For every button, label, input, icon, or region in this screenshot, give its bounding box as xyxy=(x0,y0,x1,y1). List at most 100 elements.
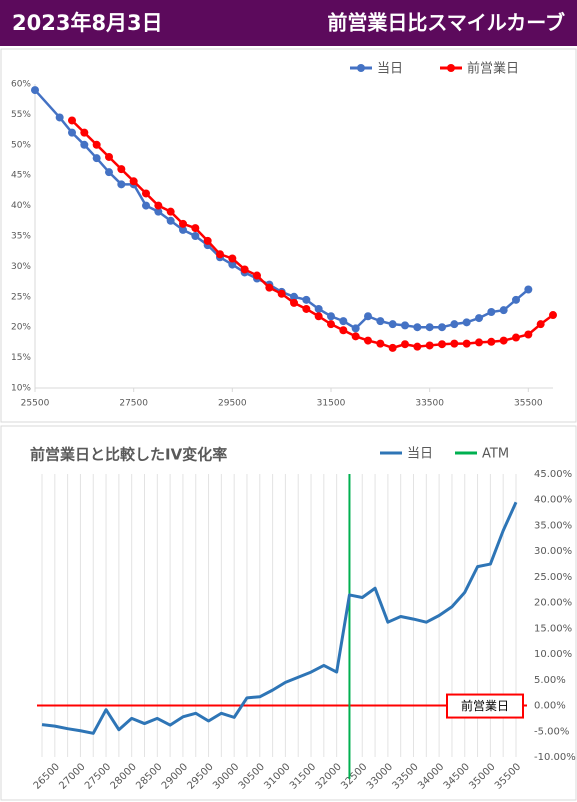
marker xyxy=(68,116,76,125)
marker xyxy=(302,304,311,313)
marker xyxy=(462,339,471,348)
marker xyxy=(80,140,89,149)
marker xyxy=(179,219,187,228)
reference-label: 前営業日 xyxy=(461,698,509,713)
chart-panel xyxy=(0,48,577,423)
header-date: 2023年8月3日 xyxy=(12,11,163,35)
marker xyxy=(80,128,89,137)
marker xyxy=(450,339,459,348)
y-tick-label: 25.00% xyxy=(534,572,572,583)
marker xyxy=(462,318,471,327)
marker xyxy=(549,311,557,320)
marker xyxy=(512,333,520,342)
y-tick-label: 35% xyxy=(11,232,31,242)
x-tick-label: 31500 xyxy=(317,399,346,409)
x-tick-label: 25500 xyxy=(21,399,50,409)
marker xyxy=(425,323,434,332)
y-tick-label: -10.00% xyxy=(534,752,576,763)
y-tick-label: 20.00% xyxy=(534,598,572,609)
legend-marker xyxy=(447,64,455,72)
marker xyxy=(376,339,385,348)
y-tick-label: 15.00% xyxy=(534,623,572,634)
marker xyxy=(191,232,200,240)
marker xyxy=(487,308,496,316)
marker xyxy=(438,340,446,349)
marker xyxy=(253,271,261,280)
series-line xyxy=(41,501,518,735)
y-tick-label: 15% xyxy=(11,353,31,363)
marker xyxy=(142,189,150,198)
marker xyxy=(92,154,101,163)
marker xyxy=(105,168,113,177)
marker xyxy=(327,320,335,329)
y-tick-label: 35.00% xyxy=(534,520,572,531)
marker xyxy=(191,224,200,233)
header-bar xyxy=(0,0,577,46)
chart-panel xyxy=(0,425,577,801)
marker xyxy=(203,236,212,245)
y-tick-label: -5.00% xyxy=(534,726,569,737)
marker xyxy=(314,312,323,321)
y-tick-label: 60% xyxy=(11,80,31,90)
marker xyxy=(228,254,237,263)
series-line xyxy=(34,89,530,330)
marker xyxy=(277,289,286,298)
y-tick-label: 10% xyxy=(11,384,31,394)
marker xyxy=(314,304,323,313)
marker xyxy=(117,180,126,189)
y-tick-label: 45.00% xyxy=(534,469,572,480)
marker xyxy=(327,312,335,321)
marker xyxy=(475,338,483,347)
y-tick-label: 30.00% xyxy=(534,546,572,557)
marker xyxy=(364,312,372,321)
marker xyxy=(179,225,187,234)
marker xyxy=(228,260,237,269)
marker xyxy=(92,140,101,149)
marker xyxy=(154,207,163,216)
marker xyxy=(154,201,163,210)
y-tick-label: 40% xyxy=(11,201,31,211)
marker xyxy=(364,336,372,345)
x-tick-label: 27500 xyxy=(119,399,148,409)
marker xyxy=(388,343,397,352)
marker xyxy=(166,207,175,216)
marker xyxy=(487,337,496,346)
y-tick-label: 25% xyxy=(11,292,31,302)
marker xyxy=(216,250,224,259)
marker xyxy=(351,332,360,341)
marker xyxy=(68,128,76,137)
marker xyxy=(290,292,298,301)
marker xyxy=(55,113,64,122)
marker xyxy=(117,165,126,174)
legend-marker xyxy=(357,64,365,72)
y-tick-label: 0.00% xyxy=(534,701,566,712)
marker xyxy=(524,330,533,339)
marker xyxy=(265,283,274,292)
series-line xyxy=(71,119,554,350)
marker xyxy=(425,341,434,350)
y-tick-label: 20% xyxy=(11,323,31,333)
y-tick-label: 50% xyxy=(11,140,31,150)
marker xyxy=(142,201,150,210)
marker xyxy=(524,285,533,294)
y-tick-label: 10.00% xyxy=(534,649,572,660)
marker xyxy=(536,320,545,329)
marker xyxy=(401,321,409,330)
marker xyxy=(31,86,39,95)
marker xyxy=(499,306,508,315)
marker xyxy=(388,320,397,329)
marker xyxy=(290,298,298,307)
marker xyxy=(105,152,113,161)
marker xyxy=(166,216,175,225)
y-tick-label: 40.00% xyxy=(534,495,572,506)
marker xyxy=(413,323,422,332)
marker xyxy=(512,295,520,304)
legend-label: 当日 xyxy=(377,62,403,77)
legend-label: ATM xyxy=(482,447,509,462)
y-tick-label: 5.00% xyxy=(534,675,566,686)
marker xyxy=(302,295,311,304)
y-tick-label: 30% xyxy=(11,262,31,272)
marker xyxy=(413,342,422,351)
marker xyxy=(450,320,459,329)
